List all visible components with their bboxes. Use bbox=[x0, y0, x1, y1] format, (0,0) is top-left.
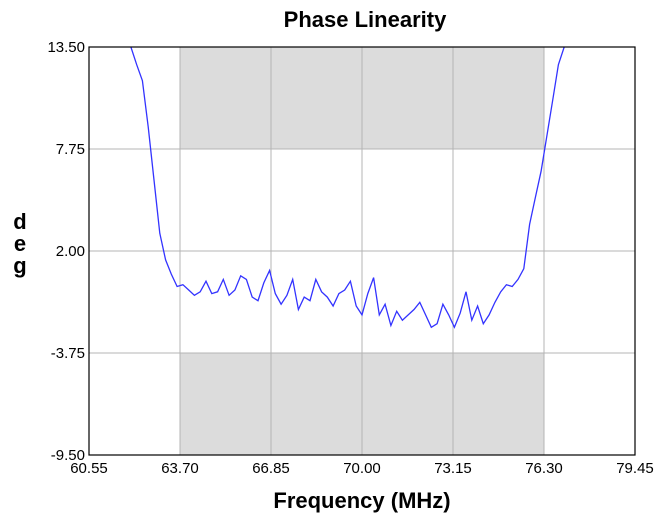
series-line bbox=[130, 47, 565, 329]
plot-frame bbox=[88, 46, 636, 456]
y-tick-label: -9.50 bbox=[51, 447, 85, 464]
x-tick-label: 70.00 bbox=[343, 460, 381, 477]
x-axis-label: Frequency (MHz) bbox=[273, 488, 450, 513]
y-tick-label: 7.75 bbox=[56, 141, 85, 158]
x-tick-label: 63.70 bbox=[161, 460, 199, 477]
x-tick-label: 76.30 bbox=[525, 460, 563, 477]
y-tick-label: -3.75 bbox=[51, 345, 85, 362]
x-tick-label: 66.85 bbox=[252, 460, 290, 477]
chart-title: Phase Linearity bbox=[284, 7, 447, 32]
y-tick-labels: 13.50 7.75 2.00 -3.75 -9.50 bbox=[47, 39, 85, 464]
y-tick-label: 2.00 bbox=[56, 243, 85, 260]
x-tick-labels: 60.55 63.70 66.85 70.00 73.15 76.30 79.45 bbox=[70, 460, 654, 477]
y-tick-label: 13.50 bbox=[47, 39, 85, 56]
x-tick-label: 79.45 bbox=[616, 460, 654, 477]
x-tick-label: 73.15 bbox=[434, 460, 472, 477]
grid-lines bbox=[89, 47, 635, 455]
x-tick-label: 60.55 bbox=[70, 460, 108, 477]
